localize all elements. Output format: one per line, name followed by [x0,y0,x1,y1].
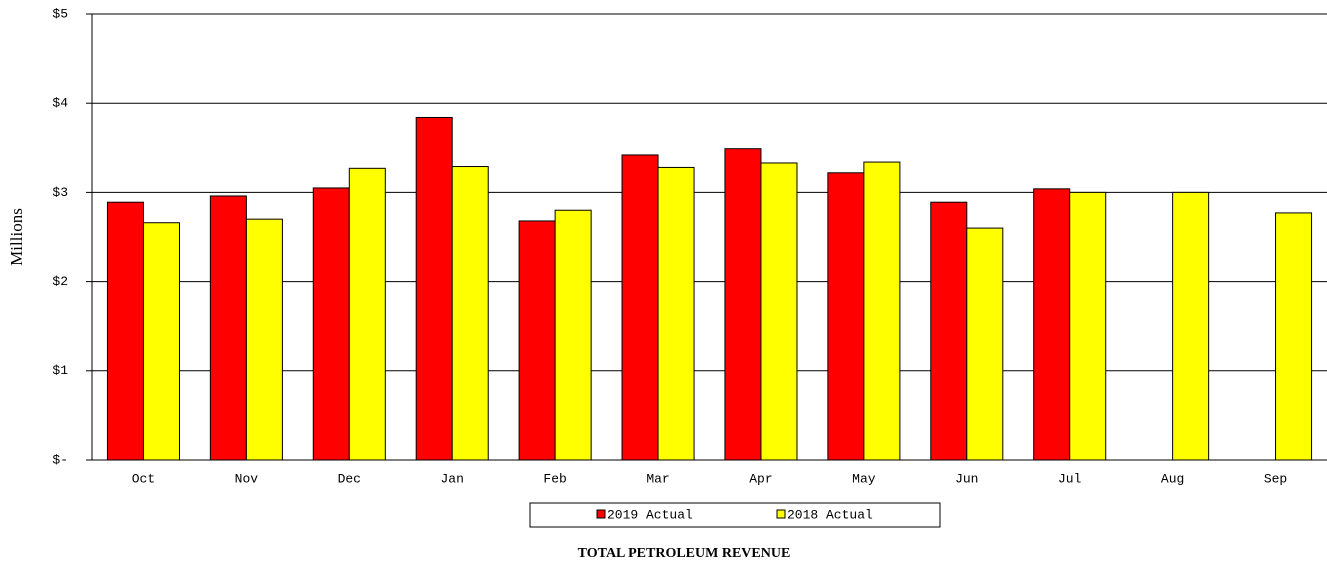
x-tick-label: Jul [1058,471,1082,486]
bar [1033,188,1071,461]
x-tick-label: Sep [1264,471,1287,486]
x-tick-label: Nov [235,471,259,486]
bar [518,220,556,461]
bar [106,201,144,461]
bar [451,166,489,461]
bar [554,209,592,461]
y-tick-label: $5 [52,6,68,21]
x-tick-label: Dec [338,471,361,486]
bar [209,195,247,461]
x-tick-label: Feb [543,471,566,486]
x-tick-label: May [852,471,876,486]
y-tick-label: $4 [52,96,68,111]
x-tick-label: Oct [132,471,155,486]
bar [142,222,180,461]
legend-box [529,502,941,528]
bar [724,148,762,461]
x-tick-label: Mar [646,471,669,486]
bar [827,172,865,461]
legend-swatch [596,509,606,519]
chart-title: TOTAL PETROLEUM REVENUE [578,546,791,561]
bar [348,167,386,461]
y-tick-label: $2 [52,274,68,289]
y-axis-label: Millions [7,208,26,266]
y-tick-label: $3 [52,185,68,200]
bar [657,166,695,461]
y-tick-label: $1 [52,363,68,378]
x-tick-label: Jan [441,471,464,486]
legend-swatch [776,509,786,519]
x-tick-label: Apr [749,471,772,486]
bar [621,154,659,461]
bar [245,218,283,461]
bar [312,187,350,461]
bar [760,162,798,461]
bar [863,161,901,461]
legend-label: 2018 Actual [787,507,873,522]
x-tick-label: Jun [955,471,978,486]
bar [1069,191,1107,461]
legend-label: 2019 Actual [607,507,693,522]
bar [415,116,453,461]
y-tick-label: $- [52,452,68,467]
bar [966,227,1004,461]
x-tick-label: Aug [1161,471,1184,486]
bar [1275,212,1313,461]
bar [1172,191,1210,461]
bar [930,201,968,461]
